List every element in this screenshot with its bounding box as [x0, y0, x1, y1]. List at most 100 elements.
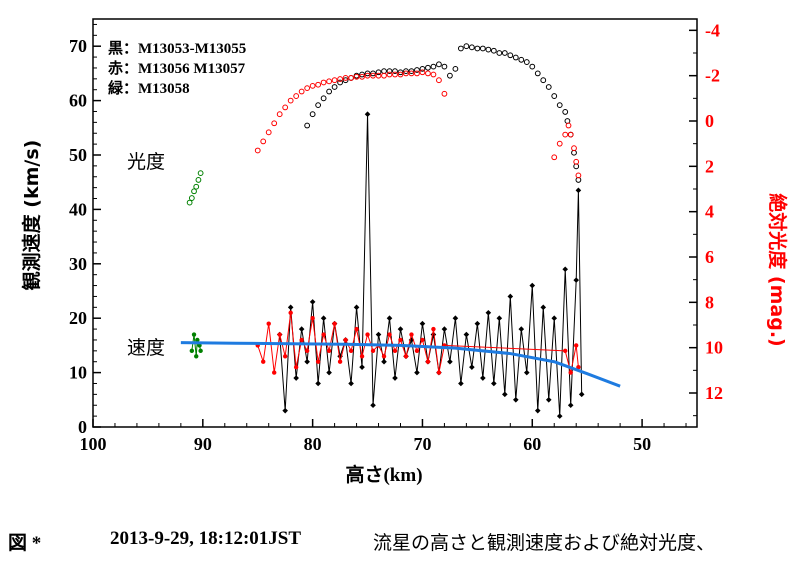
data-point-s0-p38 — [512, 54, 519, 61]
data-point-s0-p5 — [331, 84, 338, 90]
y-right-tick-label-10: 10 — [705, 338, 723, 358]
data-point-s0-p48 — [564, 118, 571, 124]
data-point-s5-p5 — [198, 348, 203, 354]
data-point-s0-p25 — [441, 63, 448, 70]
y-left-tick-label-60: 60 — [69, 91, 87, 111]
data-point-s1-p20 — [364, 72, 371, 79]
data-point-s3-p37 — [480, 375, 486, 381]
data-point-s2-p3 — [193, 183, 200, 190]
data-point-s3-p49 — [545, 397, 552, 403]
data-point-s3-p43 — [513, 397, 519, 403]
data-point-s3-p18 — [375, 331, 382, 338]
data-point-s3-p35 — [469, 364, 475, 370]
data-point-s0-p15 — [386, 68, 393, 75]
data-point-s3-p14 — [353, 304, 360, 311]
data-point-s3-p38 — [485, 309, 492, 316]
x-axis-label: 高さ(km) — [345, 463, 422, 486]
data-point-s1-p4 — [276, 111, 283, 118]
data-point-s4-p24 — [387, 332, 392, 337]
data-point-s4-p27 — [403, 354, 409, 359]
data-point-s0-p41 — [529, 63, 536, 70]
data-point-s0-p32 — [479, 45, 486, 52]
data-point-s3-p33 — [458, 380, 464, 387]
data-point-s3-p56 — [578, 391, 585, 398]
plot-frame — [92, 18, 698, 428]
data-point-s0-p4 — [326, 88, 333, 95]
data-point-s1-p41 — [573, 158, 580, 165]
data-point-s3-p50 — [551, 315, 558, 321]
data-point-s4-p12 — [321, 332, 326, 337]
y-right-tick-label-0: 0 — [705, 111, 714, 131]
data-point-s1-p23 — [381, 72, 387, 79]
data-point-s3-p41 — [502, 391, 508, 398]
data-point-s1-p21 — [370, 72, 376, 79]
data-point-s3-p3 — [293, 375, 299, 381]
data-point-s1-p30 — [419, 69, 426, 76]
data-point-s1-p12 — [320, 79, 327, 86]
data-point-s3-p28 — [430, 331, 437, 338]
data-point-s1-p38 — [565, 122, 572, 129]
data-point-s1-p42 — [575, 172, 582, 179]
data-point-s4-p15 — [337, 359, 343, 364]
x-tick-label-60: 60 — [523, 434, 541, 454]
data-point-s3-p44 — [518, 326, 525, 332]
data-point-s3-p25 — [414, 369, 420, 376]
y-left-tick-label-50: 50 — [69, 145, 87, 165]
data-point-s4-p2 — [266, 321, 271, 326]
data-point-s1-p34 — [441, 90, 448, 97]
data-point-s0-p11 — [364, 70, 371, 77]
chart: 100 90 80 70 60 50 0 10 20 30 40 50 60 70 -4 -2 0 2 4 6 8 10 1… — [20, 18, 789, 486]
data-point-s3-p45 — [523, 369, 530, 376]
series-connector-3 — [279, 114, 583, 417]
data-point-s0-p24 — [436, 61, 442, 68]
axes-layer: 100 90 80 70 60 50 0 10 20 30 40 50 60 70 -4 -2 0 2 4 6 8 10 1… — [69, 20, 723, 454]
data-point-s0-p6 — [337, 79, 343, 86]
data-point-s1-p3 — [271, 120, 278, 127]
series-line-6 — [180, 341, 621, 388]
data-point-s4-p19 — [359, 354, 365, 359]
data-point-s1-p19 — [359, 73, 365, 80]
data-point-s4-p37 — [574, 343, 579, 348]
data-point-s3-p26 — [419, 320, 426, 327]
data-point-s1-p2 — [265, 129, 272, 136]
data-point-s1-p37 — [562, 131, 569, 138]
data-point-s1-p18 — [353, 73, 360, 80]
data-point-s0-p40 — [523, 59, 530, 65]
y-right-tick-label-8: 8 — [705, 292, 714, 312]
legend-entry-green: 緑：M13058 — [108, 79, 190, 97]
data-point-s4-p13 — [326, 348, 332, 354]
data-point-s0-p46 — [556, 102, 563, 109]
data-point-s2-p0 — [186, 199, 193, 206]
data-point-s4-p5 — [282, 354, 288, 359]
data-point-s0-p0 — [304, 122, 311, 129]
legend-entry-red: 赤：M13056 M13057 — [108, 59, 246, 77]
data-point-s4-p25 — [392, 348, 398, 354]
data-point-s0-p30 — [468, 44, 475, 51]
x-tick-label-100: 100 — [80, 434, 107, 454]
data-point-s0-p33 — [485, 46, 492, 53]
y-right-tick-label-12: 12 — [705, 383, 723, 403]
data-point-s1-p8 — [298, 88, 305, 95]
data-point-s4-p33 — [436, 370, 442, 375]
data-point-s3-p4 — [298, 326, 305, 332]
data-point-s3-p7 — [315, 380, 321, 387]
data-point-s4-p38 — [576, 364, 581, 370]
data-point-s0-p37 — [507, 52, 514, 59]
data-point-s4-p11 — [315, 359, 321, 364]
data-point-s0-p12 — [370, 70, 376, 77]
data-point-s4-p3 — [272, 370, 277, 375]
x-tick-label-70: 70 — [413, 434, 431, 454]
data-point-s0-p3 — [320, 95, 327, 102]
x-tick-label-90: 90 — [194, 434, 212, 454]
data-point-s0-p21 — [419, 65, 426, 72]
data-point-s0-p22 — [425, 64, 431, 71]
data-point-s0-p17 — [397, 69, 404, 76]
data-point-s1-p25 — [392, 71, 398, 78]
data-point-s3-p36 — [474, 320, 481, 327]
y-right-tick-label-2: 2 — [705, 156, 714, 176]
data-point-s3-p30 — [441, 326, 448, 332]
data-point-s3-p51 — [556, 413, 563, 419]
data-point-s4-p30 — [420, 337, 425, 343]
data-point-s1-p29 — [414, 70, 420, 77]
data-point-s4-p31 — [425, 359, 431, 364]
